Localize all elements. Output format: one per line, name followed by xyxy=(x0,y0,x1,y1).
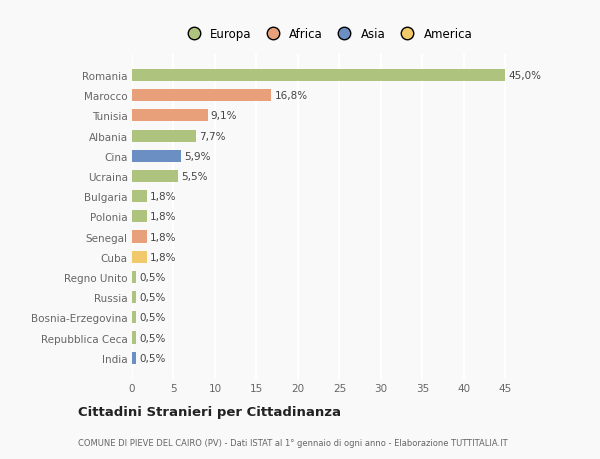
Text: 1,8%: 1,8% xyxy=(150,212,177,222)
Text: 5,5%: 5,5% xyxy=(181,172,208,182)
Text: COMUNE DI PIEVE DEL CAIRO (PV) - Dati ISTAT al 1° gennaio di ogni anno - Elabora: COMUNE DI PIEVE DEL CAIRO (PV) - Dati IS… xyxy=(78,438,508,447)
Text: 0,5%: 0,5% xyxy=(139,353,166,363)
Bar xyxy=(132,312,136,324)
Bar xyxy=(132,110,208,122)
Bar xyxy=(132,90,271,102)
Text: 9,1%: 9,1% xyxy=(211,111,238,121)
Text: 7,7%: 7,7% xyxy=(199,131,226,141)
Text: 0,5%: 0,5% xyxy=(139,313,166,323)
Text: 0,5%: 0,5% xyxy=(139,333,166,343)
Text: 5,9%: 5,9% xyxy=(184,151,211,162)
Text: 0,5%: 0,5% xyxy=(139,292,166,302)
Text: 45,0%: 45,0% xyxy=(509,71,542,81)
Bar xyxy=(132,251,147,263)
Bar xyxy=(132,271,136,283)
Bar xyxy=(132,70,505,82)
Text: 1,8%: 1,8% xyxy=(150,252,177,262)
Bar xyxy=(132,291,136,303)
Bar xyxy=(132,151,181,162)
Text: 16,8%: 16,8% xyxy=(275,91,308,101)
Text: 0,5%: 0,5% xyxy=(139,272,166,282)
Text: Cittadini Stranieri per Cittadinanza: Cittadini Stranieri per Cittadinanza xyxy=(78,405,341,419)
Bar xyxy=(132,332,136,344)
Bar xyxy=(132,352,136,364)
Bar xyxy=(132,231,147,243)
Bar xyxy=(132,130,196,142)
Legend: Europa, Africa, Asia, America: Europa, Africa, Asia, America xyxy=(179,25,475,43)
Bar xyxy=(132,211,147,223)
Bar xyxy=(132,171,178,183)
Text: 1,8%: 1,8% xyxy=(150,232,177,242)
Bar xyxy=(132,190,147,203)
Text: 1,8%: 1,8% xyxy=(150,192,177,202)
